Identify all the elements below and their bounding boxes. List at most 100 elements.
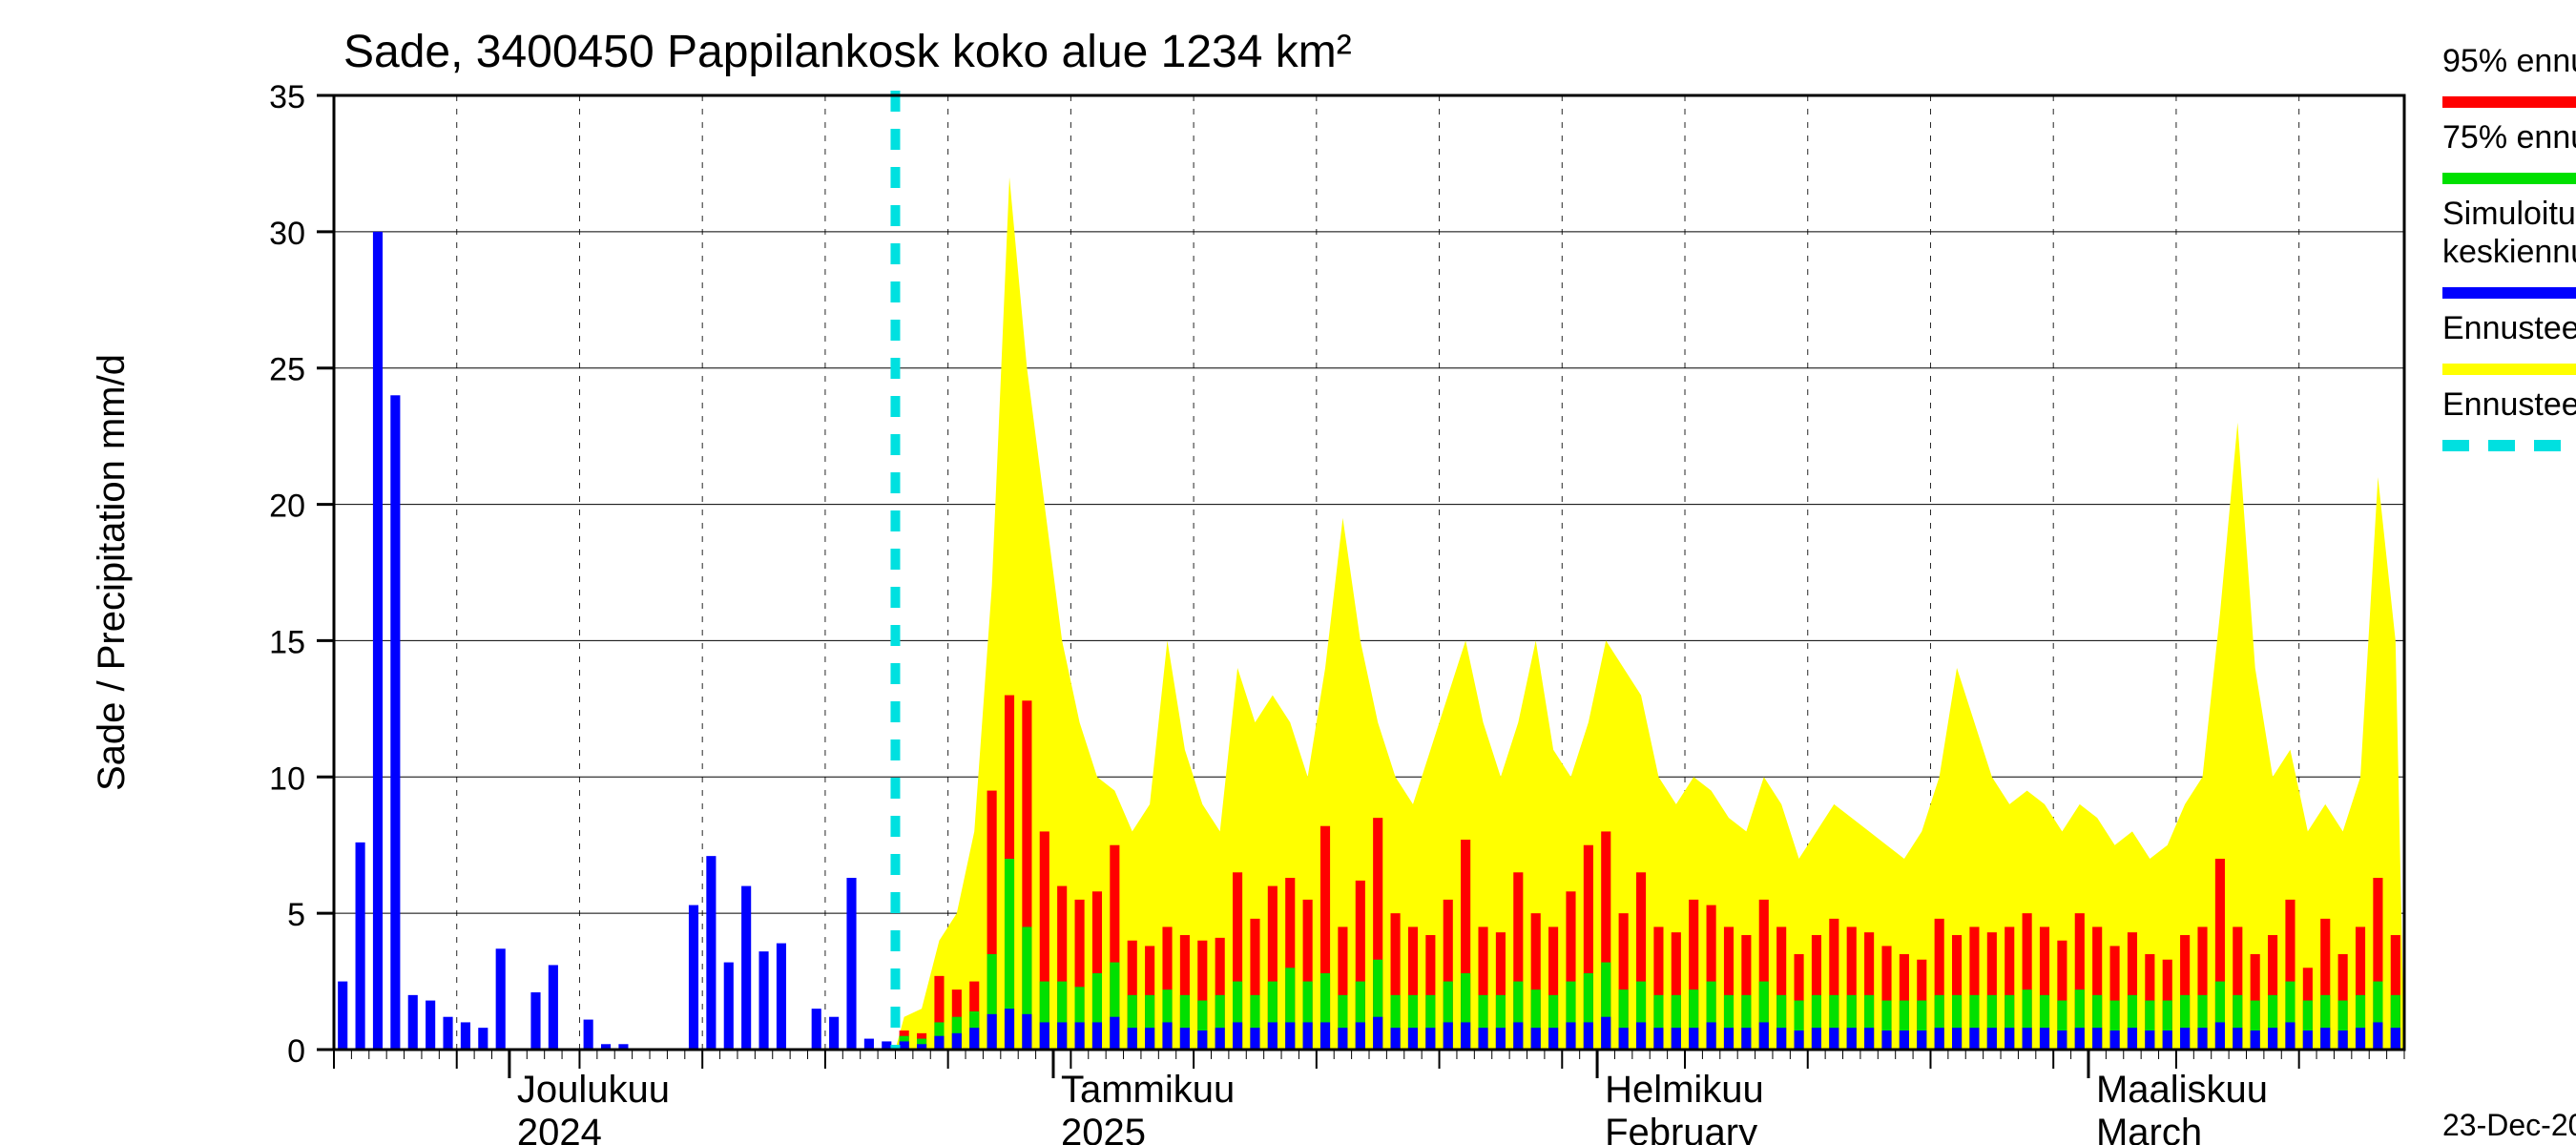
forecast-bar-median	[2338, 1030, 2348, 1050]
forecast-bar-median	[1759, 1022, 1769, 1050]
forecast-bar-median	[1566, 1022, 1575, 1050]
forecast-bar-median	[1444, 1022, 1453, 1050]
forecast-bar-median	[1110, 1017, 1119, 1050]
history-bar	[812, 1009, 821, 1050]
forecast-bar-median	[2057, 1030, 2067, 1050]
forecast-bar-median	[1496, 1028, 1506, 1050]
forecast-bar-median	[1847, 1028, 1857, 1050]
precipitation-chart: 05101520253035Sade / Precipitation mm/dS…	[0, 0, 2576, 1145]
forecast-bar-median	[2005, 1028, 2014, 1050]
forecast-bar-median	[1215, 1028, 1225, 1050]
forecast-bar-median	[1653, 1028, 1663, 1050]
history-bar	[706, 856, 716, 1050]
forecast-bar-median	[1180, 1028, 1190, 1050]
forecast-bar-median	[1724, 1028, 1734, 1050]
forecast-bar-median	[1881, 1030, 1891, 1050]
forecast-bar-median	[2285, 1022, 2295, 1050]
forecast-bar-median	[1128, 1028, 1137, 1050]
forecast-bar-median	[1969, 1028, 1979, 1050]
history-bar	[549, 965, 558, 1050]
month-sublabel: February	[1605, 1112, 1757, 1145]
legend-label: 75% ennuste	[2442, 119, 2576, 156]
month-sublabel: 2025	[1061, 1112, 1146, 1145]
forecast-bar-median	[1531, 1028, 1541, 1050]
forecast-bar-median	[2233, 1028, 2242, 1050]
legend-label: Ennusteen alku	[2442, 386, 2576, 423]
forecast-bar-median	[1197, 1030, 1207, 1050]
history-bar	[829, 1017, 839, 1050]
forecast-bar-median	[1636, 1022, 1646, 1050]
forecast-bar-median	[2303, 1030, 2313, 1050]
month-sublabel: 2024	[517, 1112, 602, 1145]
legend-label: 95% ennuste	[2442, 43, 2576, 79]
forecast-bar-median	[1584, 1022, 1593, 1050]
forecast-bar-median	[1075, 1022, 1085, 1050]
forecast-bar-median	[2268, 1028, 2277, 1050]
y-tick-label: 0	[287, 1033, 305, 1070]
history-bar	[689, 906, 698, 1050]
forecast-bar-median	[1250, 1028, 1259, 1050]
forecast-bar-median	[2373, 1022, 2382, 1050]
forecast-bar-median	[1022, 1014, 1031, 1050]
month-label: Joulukuu	[517, 1069, 670, 1111]
y-tick-label: 10	[269, 760, 305, 797]
forecast-bar-median	[2197, 1028, 2207, 1050]
forecast-bar-median	[2075, 1028, 2085, 1050]
month-label: Maaliskuu	[2096, 1069, 2268, 1111]
forecast-bar-median	[2092, 1028, 2102, 1050]
forecast-bar-median	[1285, 1022, 1295, 1050]
history-bar	[846, 878, 856, 1050]
history-bar	[408, 995, 418, 1050]
forecast-bar-median	[1233, 1022, 1242, 1050]
forecast-bar-median	[1356, 1022, 1365, 1050]
forecast-bar-median	[952, 1033, 962, 1050]
forecast-bar-median	[1794, 1030, 1803, 1050]
y-tick-label: 20	[269, 489, 305, 525]
y-tick-label: 30	[269, 216, 305, 252]
month-sublabel: March	[2096, 1112, 2202, 1145]
forecast-bar-median	[1005, 1009, 1014, 1050]
forecast-bar-median	[1707, 1022, 1716, 1050]
forecast-bar-median	[2163, 1030, 2172, 1050]
forecast-bar-median	[1040, 1022, 1049, 1050]
forecast-bar-median	[1935, 1028, 1944, 1050]
forecast-bar-median	[1391, 1028, 1401, 1050]
history-bar	[426, 1001, 435, 1050]
history-bar	[356, 843, 365, 1050]
history-bar	[864, 1039, 874, 1050]
forecast-bar-median	[2040, 1028, 2049, 1050]
y-tick-label: 35	[269, 79, 305, 115]
forecast-bar-median	[2320, 1028, 2330, 1050]
history-bar	[461, 1022, 470, 1050]
history-bar	[530, 992, 540, 1050]
forecast-bar-median	[934, 1036, 944, 1050]
forecast-bar-median	[1303, 1022, 1313, 1050]
forecast-bar-median	[1320, 1022, 1330, 1050]
forecast-bar-median	[2356, 1028, 2365, 1050]
forecast-bar-median	[2251, 1030, 2260, 1050]
y-tick-label: 25	[269, 352, 305, 388]
forecast-bar-median	[1741, 1028, 1751, 1050]
history-bar	[496, 948, 506, 1050]
forecast-bar-median	[1776, 1028, 1786, 1050]
forecast-bar-median	[1425, 1028, 1435, 1050]
history-bar	[741, 886, 751, 1050]
forecast-bar-median	[2023, 1028, 2032, 1050]
forecast-bar-median	[1408, 1028, 1418, 1050]
forecast-bar-median	[987, 1014, 997, 1050]
forecast-bar-median	[1689, 1028, 1698, 1050]
forecast-bar-median	[1619, 1028, 1629, 1050]
chart-title: Sade, 3400450 Pappilankosk koko alue 123…	[343, 27, 1352, 77]
forecast-bar-median	[1513, 1022, 1523, 1050]
forecast-bar-median	[1812, 1028, 1821, 1050]
forecast-bar-median	[969, 1028, 979, 1050]
forecast-bar-median	[1461, 1022, 1470, 1050]
y-tick-label: 15	[269, 624, 305, 660]
forecast-bar-median	[2180, 1028, 2190, 1050]
forecast-bar-median	[2215, 1022, 2225, 1050]
history-bar	[584, 1020, 593, 1050]
footer-timestamp: 23-Dec-2024 11:26 WSFS-O	[2442, 1108, 2576, 1142]
forecast-bar-median	[1092, 1022, 1102, 1050]
history-bar	[724, 963, 734, 1050]
forecast-bar-median	[1601, 1017, 1610, 1050]
